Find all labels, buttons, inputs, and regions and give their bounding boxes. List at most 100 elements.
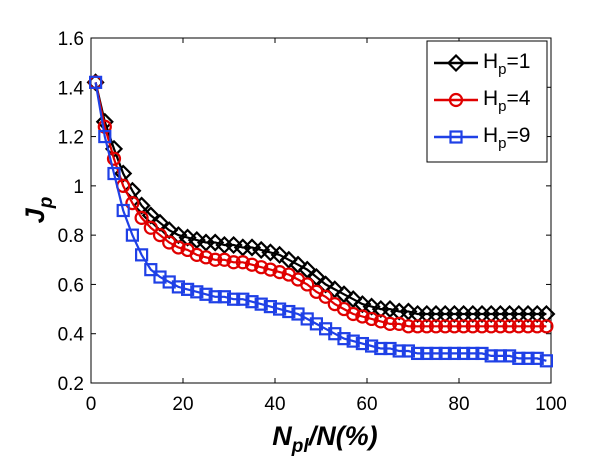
data-point-circle	[152, 228, 168, 243]
data-point-diamond	[160, 221, 179, 240]
legend: Hp=1Hp=4Hp=9	[426, 40, 548, 163]
data-point-square	[438, 346, 452, 361]
data-point-diamond	[353, 295, 372, 314]
data-point-square	[337, 332, 351, 346]
data-point-circle	[438, 319, 453, 334]
data-point-circle	[447, 319, 462, 334]
x-tick-label: 100	[535, 394, 567, 415]
data-point-circle	[456, 319, 471, 334]
data-point-square	[181, 282, 195, 296]
data-point-circle	[502, 319, 517, 334]
data-point-square	[346, 334, 360, 348]
y-tick-label: 1	[73, 177, 84, 198]
data-point-diamond	[279, 250, 298, 269]
x-axis-label-main: N	[272, 421, 292, 451]
legend-box	[426, 40, 548, 163]
legend-marker-circle	[448, 92, 464, 108]
data-point-square	[98, 129, 112, 144]
data-point-circle	[235, 255, 250, 270]
data-point-diamond	[150, 213, 170, 232]
data-point-square	[411, 346, 425, 361]
data-point-square	[355, 336, 369, 351]
data-point-circle	[428, 319, 444, 334]
data-point-square	[466, 346, 480, 361]
data-point-circle	[300, 277, 315, 292]
data-point-diamond	[307, 267, 326, 287]
x-axis-label-rest: /N(%)	[308, 421, 378, 451]
data-point-diamond	[252, 240, 271, 259]
data-point-square	[401, 344, 415, 358]
y-tick-label: 0.8	[58, 226, 84, 247]
data-point-circle	[410, 319, 425, 334]
data-point-diamond	[206, 233, 225, 252]
data-point-square	[374, 341, 388, 356]
data-point-diamond	[132, 196, 151, 215]
data-point-circle	[493, 319, 508, 334]
data-point-circle	[364, 311, 379, 327]
data-point-square	[457, 346, 471, 361]
data-point-circle	[465, 319, 480, 334]
series-layer	[86, 73, 556, 368]
y-tick-label: 0.2	[58, 374, 84, 395]
data-point-circle	[382, 316, 398, 331]
data-point-square	[144, 263, 158, 277]
data-point-circle	[106, 151, 122, 166]
data-point-square	[125, 228, 140, 242]
data-point-circle	[401, 319, 416, 334]
data-point-circle	[511, 319, 526, 334]
data-point-square	[199, 287, 213, 301]
y-tick-label: 0.6	[58, 275, 84, 296]
y-axis: 0.2 0.4 0.6 0.8 1 1.2 1.4 1.6	[58, 29, 551, 395]
y-tick-label: 1.2	[58, 128, 84, 149]
data-point-circle	[254, 260, 269, 275]
data-point-square	[135, 248, 149, 262]
data-point-diamond	[242, 238, 262, 257]
x-axis-label: Npl/N(%)	[272, 421, 377, 457]
legend-label-rest: =9	[507, 124, 531, 147]
data-point-square	[88, 75, 103, 89]
data-point-square	[171, 280, 185, 294]
data-point-square	[447, 346, 461, 361]
legend-label-subscript: p	[498, 135, 506, 152]
data-point-diamond	[123, 181, 142, 200]
data-point-diamond	[380, 300, 400, 319]
legend-entry: Hp=4	[434, 87, 531, 115]
data-point-square	[116, 203, 130, 218]
data-point-diamond	[270, 245, 289, 264]
data-point-square	[484, 349, 498, 363]
legend-label-subscript: p	[498, 61, 506, 78]
data-point-circle	[189, 247, 204, 262]
legend-label-main: H	[483, 124, 498, 147]
data-point-circle	[318, 289, 333, 304]
data-point-square	[190, 285, 204, 299]
data-point-square	[107, 166, 121, 181]
data-point-diamond	[178, 228, 197, 247]
legend-marker-diamond	[446, 53, 466, 73]
data-point-square	[539, 354, 554, 368]
data-point-square	[217, 290, 231, 304]
legend-label: Hp=9	[483, 124, 530, 152]
legend-label-rest: =4	[507, 87, 531, 110]
data-point-circle	[198, 250, 214, 265]
data-point-square	[521, 351, 535, 365]
data-point-square	[475, 346, 489, 361]
data-point-circle	[484, 319, 499, 334]
data-point-circle	[263, 262, 278, 277]
data-point-circle	[226, 255, 241, 270]
x-tick-label: 40	[264, 394, 285, 415]
data-point-diamond	[316, 275, 335, 294]
series-diamond	[86, 73, 556, 324]
data-point-square	[245, 295, 259, 309]
data-point-circle	[346, 306, 361, 322]
data-point-square	[420, 346, 434, 361]
data-point-square	[208, 290, 222, 304]
y-axis-label-main: J	[20, 207, 50, 223]
data-point-circle	[520, 319, 536, 334]
data-point-circle	[530, 319, 545, 334]
legend-label-rest: =1	[507, 50, 531, 73]
y-axis-label-subscript: p	[36, 197, 57, 210]
data-point-diamond	[298, 260, 317, 279]
legend-marker-square	[449, 130, 463, 144]
data-point-square	[282, 304, 296, 319]
